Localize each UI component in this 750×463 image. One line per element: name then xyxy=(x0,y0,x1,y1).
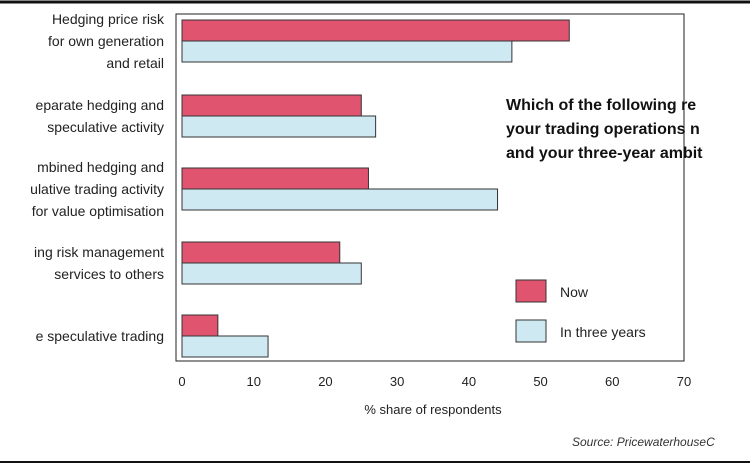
plot-frame xyxy=(175,13,685,362)
x-axis-title: % share of respondents xyxy=(364,402,502,417)
legend-label-in-three-years: In three years xyxy=(560,324,646,340)
question-line-1: Which of the following re xyxy=(506,97,696,114)
category-label-0-line-1: for own generation xyxy=(48,33,164,49)
category-label-3-line-0: ing risk management xyxy=(34,244,164,260)
bar-in-three-years-1 xyxy=(181,115,377,138)
x-tick-label-70: 70 xyxy=(677,374,691,389)
category-label-2-line-0: mbined hedging and xyxy=(37,159,164,175)
question-line-2: your trading operations n xyxy=(506,121,700,138)
category-label-3-line-1: services to others xyxy=(54,266,164,282)
bar-now-0 xyxy=(181,19,570,42)
category-label-1-line-1: speculative activity xyxy=(47,119,164,135)
question-line-3: and your three-year ambit xyxy=(506,145,703,162)
category-label-4-line-0: e speculative trading xyxy=(36,328,164,344)
category-label-1-line-0: eparate hedging and xyxy=(36,97,164,113)
category-label-2-line-1: ulative trading activity xyxy=(30,181,164,197)
x-tick-label-0: 0 xyxy=(178,374,185,389)
x-tick-label-10: 10 xyxy=(246,374,260,389)
legend-swatch-in-three-years xyxy=(515,319,547,343)
bar-in-three-years-2 xyxy=(181,188,499,211)
category-label-0-line-2: and retail xyxy=(106,55,164,71)
x-tick-label-20: 20 xyxy=(318,374,332,389)
x-tick-label-40: 40 xyxy=(462,374,476,389)
bar-now-2 xyxy=(181,167,369,190)
category-label-2-line-2: for value optimisation xyxy=(32,203,164,219)
bar-now-1 xyxy=(181,94,362,117)
bar-in-three-years-0 xyxy=(181,40,513,63)
bar-now-4 xyxy=(181,314,219,337)
bar-in-three-years-3 xyxy=(181,262,362,285)
bar-in-three-years-4 xyxy=(181,335,269,358)
source-note: Source: PricewaterhouseC xyxy=(572,435,715,449)
legend-swatch-now xyxy=(515,279,547,303)
x-tick-label-30: 30 xyxy=(390,374,404,389)
x-tick-label-50: 50 xyxy=(533,374,547,389)
x-tick-label-60: 60 xyxy=(605,374,619,389)
legend-label-now: Now xyxy=(560,284,589,300)
category-label-0-line-0: Hedging price risk xyxy=(52,11,165,27)
bar-now-3 xyxy=(181,241,341,264)
